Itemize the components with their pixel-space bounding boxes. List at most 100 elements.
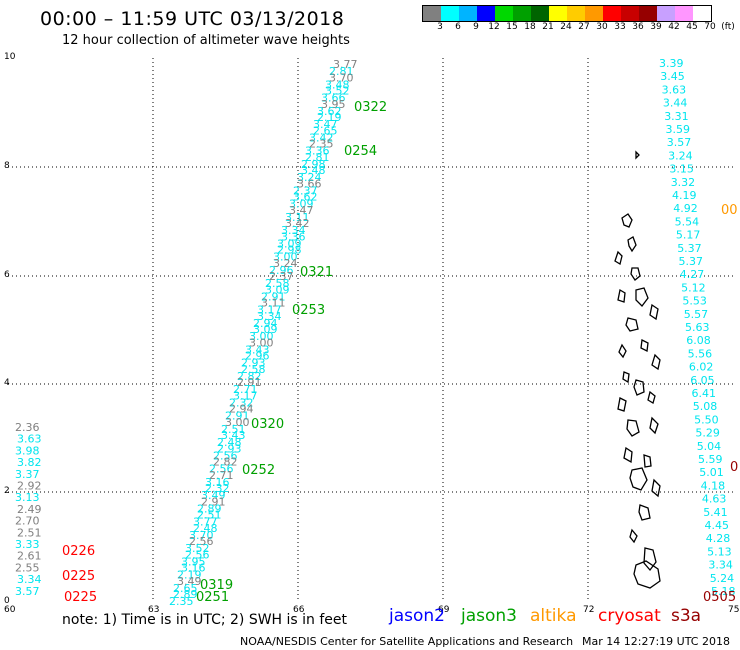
swh-value: 2.19 [317, 111, 342, 124]
swh-value: 3.77 [333, 58, 358, 71]
swh-value: 2.37 [293, 184, 318, 197]
swh-value: 3.59 [666, 123, 691, 136]
legend-swatch [495, 6, 513, 21]
x-tick-label: 63 [148, 605, 159, 615]
swh-value: 2.35 [309, 138, 334, 151]
legend-label: 21 [542, 22, 554, 32]
swh-value: 5.54 [675, 215, 700, 228]
legend-swatch [621, 6, 639, 21]
x-tick-label: 60 [4, 605, 16, 615]
swh-value: 2.56 [209, 463, 234, 476]
pass-time-label: 0226 [62, 544, 95, 559]
swh-value: 3.66 [321, 92, 346, 105]
swh-value: 2.37 [269, 270, 294, 283]
swh-value: 3.49 [177, 575, 202, 588]
swh-value: 2.82 [213, 456, 238, 469]
legend-label: 27 [578, 22, 590, 32]
swh-value: 3.16 [181, 562, 206, 575]
swh-value: 3.52 [325, 85, 350, 98]
legend-swatch [459, 6, 477, 21]
map-grid [8, 58, 733, 602]
swh-value: 2.89 [197, 502, 222, 515]
swh-value: 3.00 [225, 416, 250, 429]
altimeter-track-diagonal: 3.772.813.703.483.523.663.953.622.193.47… [169, 58, 358, 608]
legend-swatch [549, 6, 567, 21]
legend-swatch [477, 6, 495, 21]
swh-value: 3.95 [181, 555, 206, 568]
swh-value: 2.98 [277, 244, 302, 257]
swh-value: 3.43 [221, 429, 246, 442]
swh-value: 2.32 [229, 396, 254, 409]
swh-value: 3.00 [249, 336, 274, 349]
pass-time-label: 0254 [344, 144, 377, 159]
swh-value: 2.82 [237, 370, 262, 383]
swh-value: 5.63 [685, 321, 710, 334]
swh-value: 2.19 [177, 569, 202, 582]
x-tick-label: 72 [583, 605, 594, 615]
x-tick-label: 69 [438, 605, 450, 615]
axis-labels: 60 63 66 69 72 75 0 2 4 6 8 10 [4, 52, 739, 615]
legend-label: 70 [704, 22, 716, 32]
swh-value: 3.39 [659, 57, 684, 70]
swh-value: 3.77 [193, 516, 218, 529]
swh-value: 2.48 [217, 436, 242, 449]
legend-label: 45 [686, 22, 698, 32]
swh-value: 5.37 [679, 255, 704, 268]
swh-value: 2.94 [229, 403, 254, 416]
swh-value: 3.95 [321, 98, 346, 111]
pass-time-label: 0252 [242, 463, 275, 478]
swh-value: 3.70 [189, 529, 214, 542]
legend-label: 3 [437, 22, 443, 32]
altimeter-track-left: 2.363.633.983.823.372.923.132.492.702.51… [15, 421, 42, 598]
legend-swatch [531, 6, 549, 21]
swh-value: 4.19 [672, 189, 697, 202]
timestamp-text: Mar 14 12:27:19 UTC 2018 [582, 635, 730, 648]
swh-value: 2.96 [269, 264, 294, 277]
legend-cryosat: cryosat [598, 606, 661, 626]
swh-value: 5.08 [693, 400, 718, 413]
swh-value: 3.16 [205, 476, 230, 489]
legend-swatch [585, 6, 603, 21]
swh-value: 3.24 [297, 171, 322, 184]
swh-value: 2.92 [17, 480, 42, 493]
legend-swatch [639, 6, 657, 21]
swh-value: 3.36 [281, 230, 306, 243]
swh-value: 3.36 [305, 145, 330, 158]
altimeter-track-right: 3.393.453.633.443.313.593.573.243.153.32… [659, 57, 736, 598]
map-subtitle: 12 hour collection of altimeter wave hei… [62, 33, 350, 48]
legend-label: 39 [650, 22, 662, 32]
swh-value: 3.33 [15, 538, 40, 551]
legend-label: (ft) [721, 22, 735, 32]
swh-value: 3.09 [289, 198, 314, 211]
swh-value: 3.34 [17, 573, 42, 586]
swh-value: 3.57 [15, 585, 40, 598]
swh-value: 2.48 [193, 522, 218, 535]
swh-value: 3.66 [297, 177, 322, 190]
swh-value: 3.34 [708, 559, 733, 572]
swh-value: 2.71 [209, 469, 234, 482]
swh-value: 2.58 [241, 363, 266, 376]
swh-value: 2.93 [217, 442, 242, 455]
swh-value: 5.53 [682, 295, 707, 308]
swh-value: 5.12 [681, 281, 706, 294]
swh-value: 5.18 [711, 585, 736, 598]
pass-time-label: 0225 [62, 569, 95, 584]
swh-value: 2.51 [17, 526, 42, 539]
pass-time-label: 00 [721, 203, 738, 218]
swh-value: 5.24 [710, 572, 735, 585]
swh-value: 6.08 [686, 334, 711, 347]
swh-value: 3.70 [329, 71, 354, 84]
swh-value: 4.45 [705, 519, 730, 532]
swh-value: 2.65 [173, 582, 198, 595]
swh-value: 3.62 [293, 191, 318, 204]
x-tick-label: 66 [293, 605, 305, 615]
swh-value: 3.63 [662, 83, 687, 96]
pass-time-label: 0322 [354, 100, 387, 115]
swh-value: 2.91 [225, 410, 250, 423]
swh-value: 2.56 [189, 535, 214, 548]
legend-swatch [657, 6, 675, 21]
pass-time-label: 0 [730, 460, 738, 475]
swh-value: 3.42 [285, 217, 310, 230]
legend-swatch [675, 6, 693, 21]
swh-value: 3.47 [289, 204, 314, 217]
